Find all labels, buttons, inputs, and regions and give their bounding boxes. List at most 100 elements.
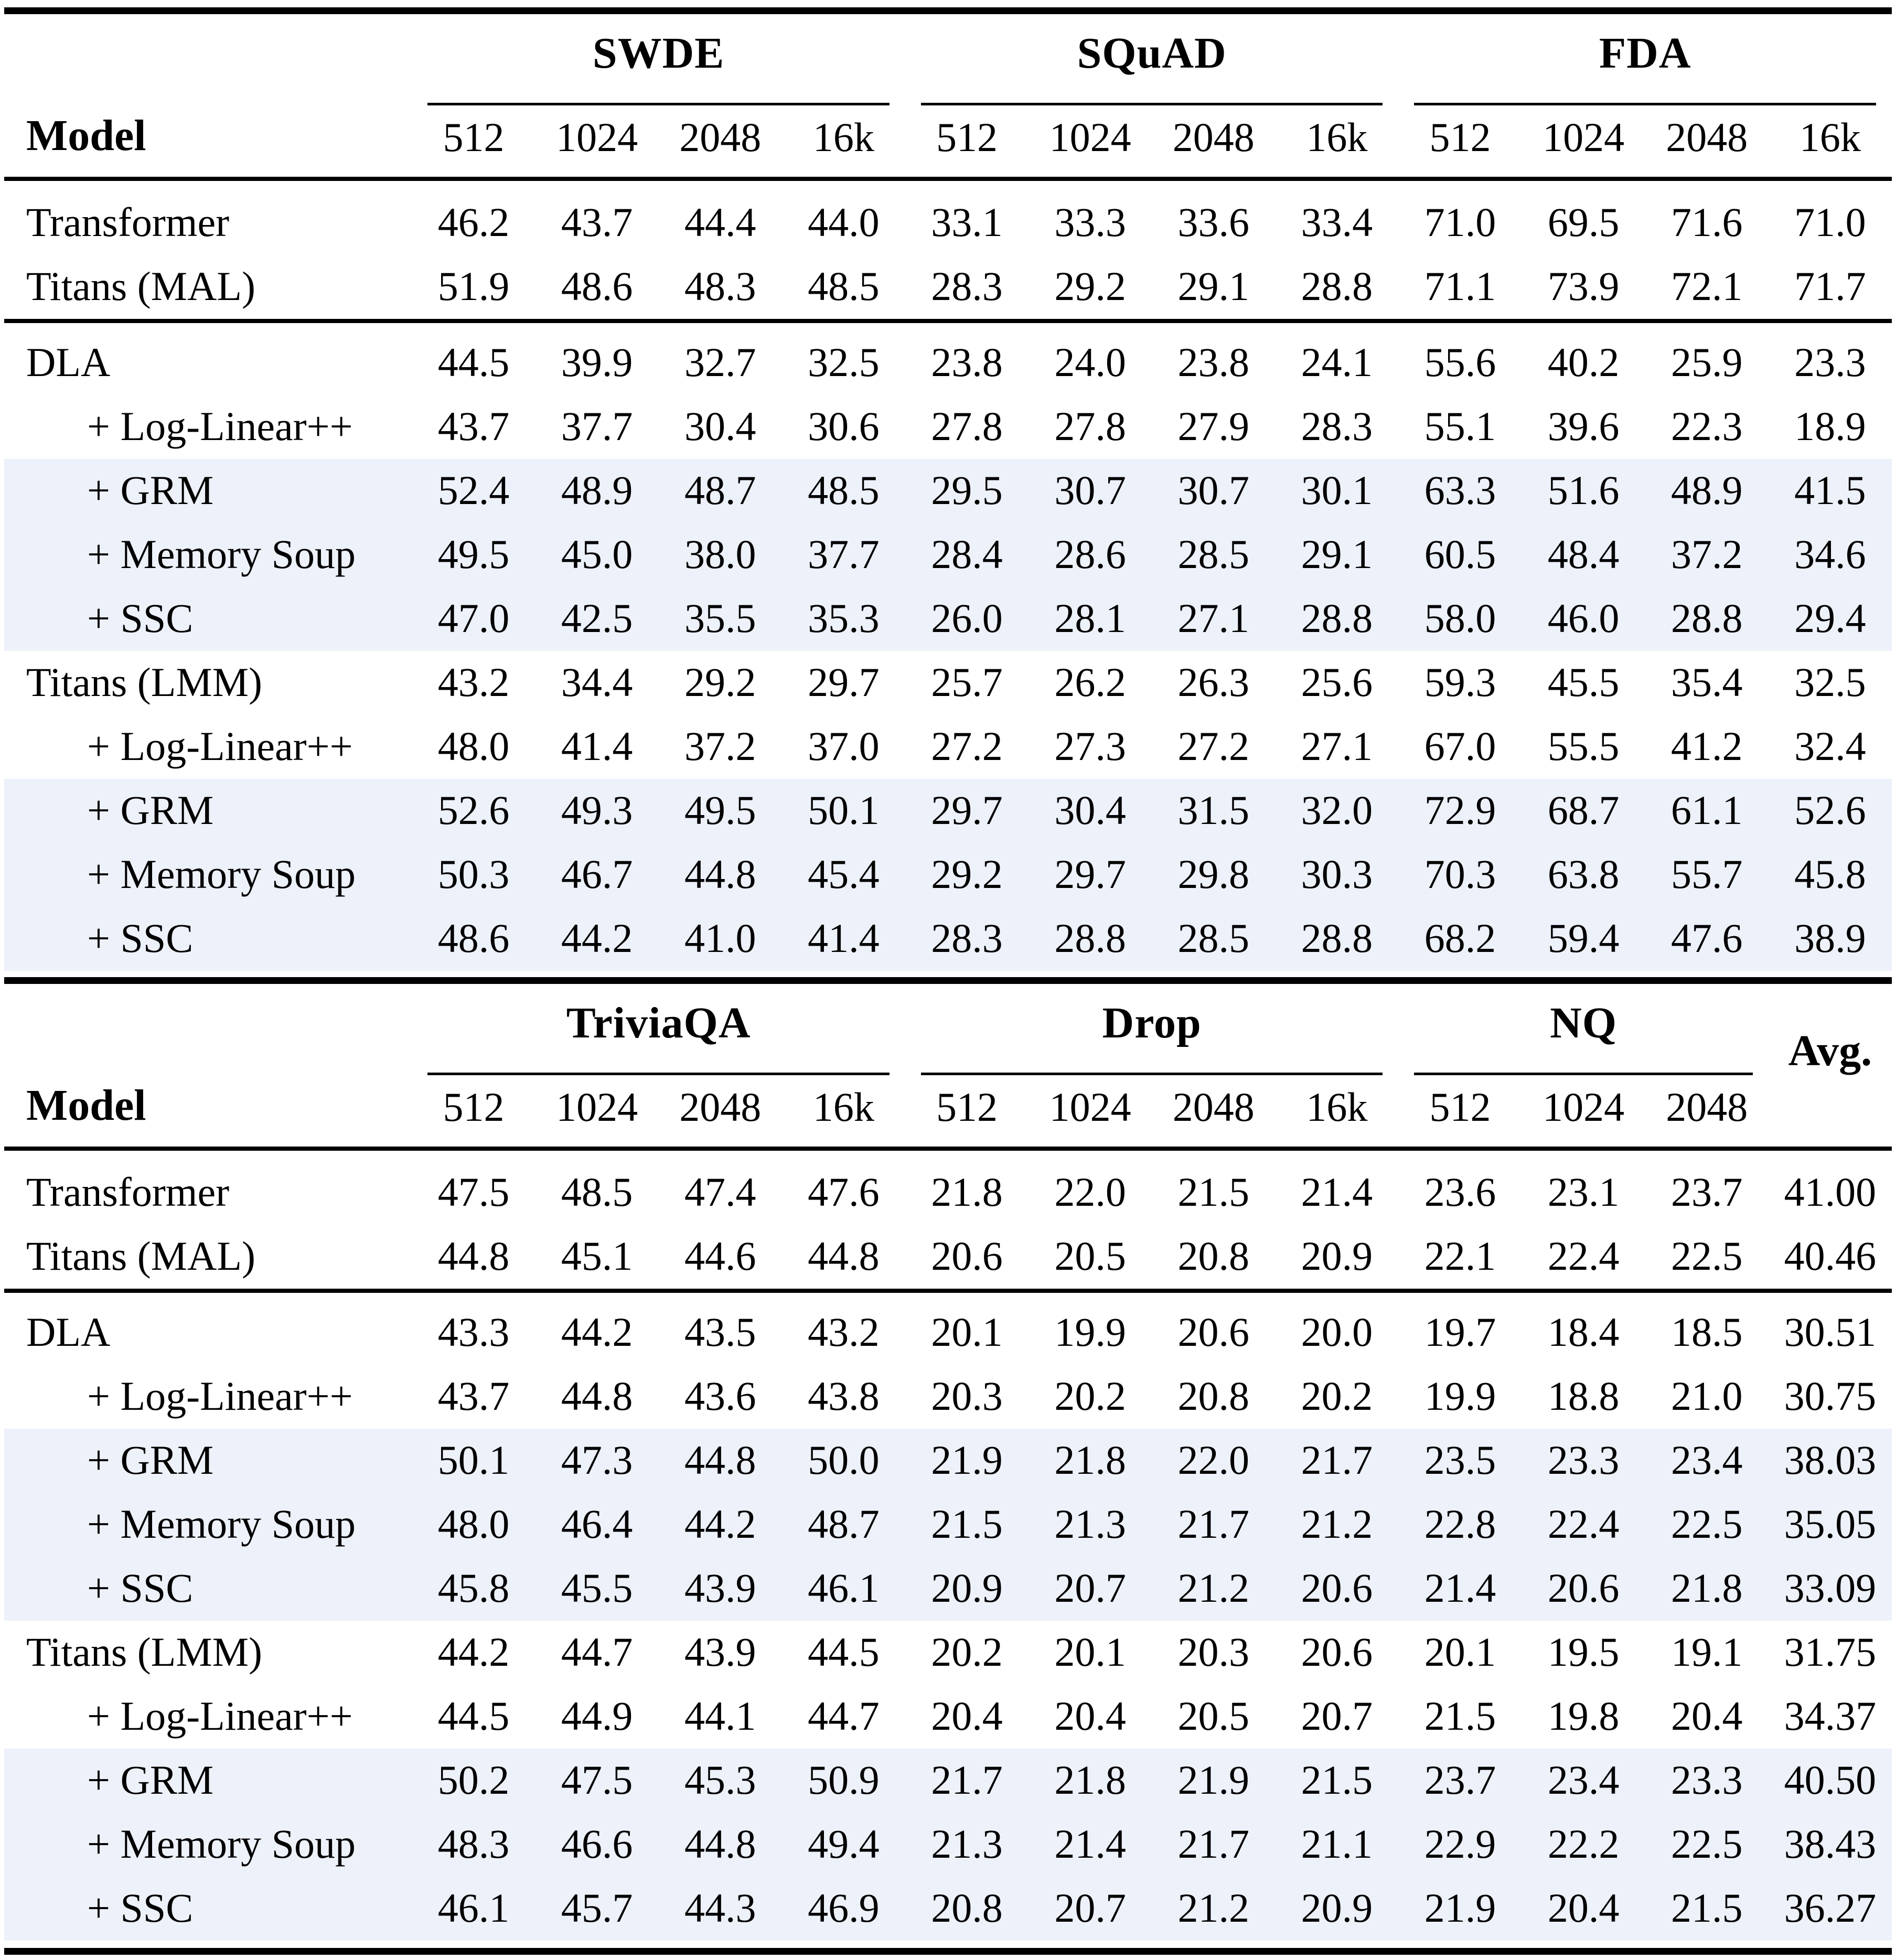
score-cell: 41.4 <box>808 915 880 961</box>
score-cell: 22.3 <box>1670 403 1743 449</box>
score-cell: 21.3 <box>1054 1501 1126 1547</box>
score-cell: 21.9 <box>931 1437 1003 1483</box>
score-cell: 28.5 <box>1177 531 1249 577</box>
score-cell: 21.5 <box>1670 1885 1743 1931</box>
score-cell: 49.4 <box>808 1821 880 1867</box>
model-row: Transformer 47.5 48.5 47.4 47.6 21.8 22.0 21.5 2… <box>4 1149 1892 1225</box>
score-cell: 20.4 <box>1547 1885 1620 1931</box>
score-cell: 29.7 <box>931 787 1003 833</box>
model-row: + Memory Soup 50.3 46.7 44.8 45.4 29.2 29.7 29.… <box>4 843 1892 907</box>
score-cell: 55.1 <box>1424 403 1496 449</box>
score-cell: 52.4 <box>437 467 510 513</box>
context-length-header: 1024 <box>535 1075 659 1151</box>
score-cell: 34.6 <box>1794 531 1866 577</box>
context-length-header: 512 <box>412 105 535 181</box>
score-cell: 21.4 <box>1301 1169 1373 1215</box>
score-cell: 32.5 <box>808 339 880 385</box>
score-cell: 21.2 <box>1177 1565 1249 1611</box>
bottom-rule <box>4 1948 1892 1955</box>
score-cell: 19.9 <box>1424 1373 1496 1419</box>
model-label: + Log-Linear++ <box>87 1373 353 1419</box>
score-cell: 47.0 <box>437 595 510 641</box>
score-cell: 21.8 <box>931 1169 1003 1215</box>
score-cell: 70.3 <box>1424 851 1496 897</box>
score-cell: 23.4 <box>1670 1437 1743 1483</box>
score-cell: 44.2 <box>684 1501 756 1547</box>
score-cell: 27.3 <box>1054 723 1126 769</box>
context-length-header: 16k <box>781 1075 905 1151</box>
score-cell: 32.7 <box>684 339 756 385</box>
score-cell: 27.1 <box>1177 595 1249 641</box>
score-cell: 23.7 <box>1670 1169 1743 1215</box>
score-cell: 59.3 <box>1424 659 1496 705</box>
table-divider-rule <box>4 977 1892 984</box>
score-cell: 28.3 <box>931 915 1003 961</box>
score-cell: 20.6 <box>1547 1565 1620 1611</box>
score-cell: 29.1 <box>1301 531 1373 577</box>
score-cell: 48.7 <box>684 467 756 513</box>
score-cell: 50.1 <box>437 1437 510 1483</box>
context-length-header: 16k <box>1275 1075 1399 1151</box>
score-cell: 37.7 <box>561 403 633 449</box>
score-cell: 22.5 <box>1645 1225 1769 1293</box>
score-cell: 18.9 <box>1794 403 1866 449</box>
model-row: DLA 44.5 39.9 32.7 32.5 23.8 24.0 23.8 24.1 55.6 4… <box>4 321 1892 395</box>
score-cell: 29.4 <box>1794 595 1866 641</box>
score-cell: 43.7 <box>437 403 510 449</box>
model-label: + Memory Soup <box>87 1821 356 1867</box>
score-cell: 55.6 <box>1424 339 1496 385</box>
score-cell: 35.5 <box>684 595 756 641</box>
model-label: + GRM <box>87 467 214 513</box>
score-cell: 20.0 <box>1301 1309 1373 1355</box>
model-row: Titans (LMM) 43.2 34.4 29.2 29.7 25.7 26.2 26.3… <box>4 651 1892 715</box>
benchmark-group-header: Drop <box>905 984 1399 1075</box>
score-cell: 69.5 <box>1547 199 1620 245</box>
score-cell: 55.5 <box>1547 723 1620 769</box>
score-cell: 20.8 <box>1152 1225 1276 1293</box>
score-cell: 21.4 <box>1054 1821 1126 1867</box>
score-cell: 44.8 <box>561 1373 633 1419</box>
model-row: + Memory Soup 48.0 46.4 44.2 48.7 21.5 21.3 21.… <box>4 1493 1892 1557</box>
score-cell: 24.0 <box>1054 339 1126 385</box>
context-length-header: 1024 <box>1522 1075 1645 1151</box>
score-cell: 20.2 <box>1054 1373 1126 1419</box>
score-cell: 18.5 <box>1670 1309 1743 1355</box>
score-cell: 23.3 <box>1794 339 1866 385</box>
score-cell: 22.4 <box>1522 1225 1645 1293</box>
score-cell: 51.6 <box>1547 467 1620 513</box>
score-cell: 46.9 <box>808 1885 880 1931</box>
score-cell: 50.0 <box>808 1437 880 1483</box>
score-cell: 43.7 <box>437 1373 510 1419</box>
score-cell: 48.5 <box>808 467 880 513</box>
score-cell: 63.8 <box>1547 851 1620 897</box>
score-cell: 43.8 <box>808 1373 880 1419</box>
score-cell: 50.9 <box>808 1757 880 1803</box>
model-label: DLA <box>26 1309 111 1355</box>
score-cell: 30.3 <box>1301 851 1373 897</box>
score-cell: 20.5 <box>1029 1225 1152 1293</box>
score-cell: 45.7 <box>561 1885 633 1931</box>
score-cell: 28.8 <box>1301 595 1373 641</box>
score-cell: 20.1 <box>1054 1629 1126 1675</box>
context-length-header: 512 <box>1398 105 1522 181</box>
model-row: + SSC 47.0 42.5 35.5 35.3 26.0 28.1 27.1 28.8 58.… <box>4 587 1892 651</box>
score-cell: 20.9 <box>931 1565 1003 1611</box>
avg-score-cell: 34.37 <box>1784 1693 1877 1739</box>
score-cell: 71.0 <box>1424 199 1496 245</box>
score-cell: 47.5 <box>561 1757 633 1803</box>
model-label: DLA <box>26 339 111 385</box>
score-cell: 19.7 <box>1424 1309 1496 1355</box>
score-cell: 21.5 <box>1301 1757 1373 1803</box>
top-table-container: Model SWDE SQuAD FDA 512 1024 2048 16k 512 1024 20… <box>4 14 1892 971</box>
score-cell: 21.8 <box>1054 1757 1126 1803</box>
score-cell: 25.6 <box>1301 659 1373 705</box>
score-cell: 37.2 <box>1670 531 1743 577</box>
score-cell: 23.8 <box>1177 339 1249 385</box>
score-cell: 20.5 <box>1177 1693 1249 1739</box>
context-length-header: 2048 <box>1645 1075 1769 1151</box>
score-cell: 32.5 <box>1794 659 1866 705</box>
score-cell: 23.8 <box>931 339 1003 385</box>
score-cell: 72.1 <box>1645 255 1769 323</box>
avg-column-header: Avg. <box>1768 984 1892 1151</box>
